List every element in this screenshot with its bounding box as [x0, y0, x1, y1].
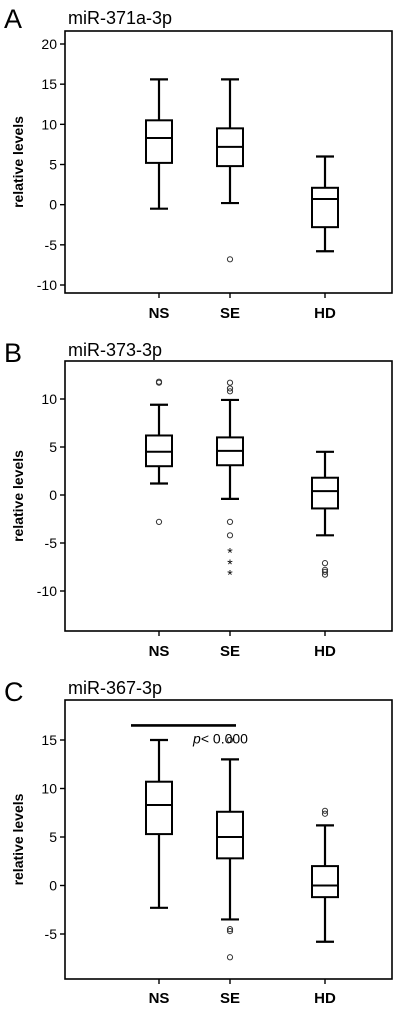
chart-title: miR-367-3p	[68, 678, 162, 698]
outlier-point	[321, 807, 329, 814]
y-tick-label: 5	[49, 157, 57, 173]
outlier-point	[226, 385, 234, 392]
category-label: HD	[314, 990, 336, 1007]
y-tick-label: -5	[45, 237, 58, 253]
y-tick-label: 5	[49, 829, 57, 845]
outlier-point	[226, 379, 234, 386]
y-tick-label: 10	[41, 391, 57, 407]
outlier-point	[321, 560, 329, 567]
panel-letter: A	[4, 4, 22, 34]
y-tick-label: 0	[49, 197, 57, 213]
box-se	[216, 736, 244, 961]
y-tick-label: 0	[49, 878, 57, 894]
extreme-point: *	[227, 556, 233, 572]
p-symbol: p	[192, 730, 201, 746]
y-tick-label: 10	[41, 116, 57, 132]
box-ns	[145, 738, 173, 909]
box-ns	[145, 78, 173, 210]
outlier-point	[226, 388, 234, 395]
box-ns	[145, 378, 173, 525]
outlier-point	[226, 736, 234, 744]
plot-frame	[64, 30, 393, 294]
outlier-point	[321, 810, 329, 817]
category-label: NS	[149, 305, 170, 322]
category-label: SE	[220, 990, 240, 1007]
y-tick-label: 20	[41, 36, 57, 52]
outlier-point	[155, 378, 163, 385]
outlier-point	[321, 568, 329, 575]
y-tick-label: -10	[37, 583, 57, 599]
category-label: HD	[314, 305, 336, 322]
y-tick-label: -5	[45, 926, 58, 942]
box-hd	[311, 155, 339, 253]
y-tick-label: 0	[49, 487, 57, 503]
category-label: SE	[220, 643, 240, 660]
category-label: NS	[149, 990, 170, 1007]
outlier-point	[226, 256, 234, 263]
iqr-box	[145, 780, 173, 836]
y-axis-title: relative levels	[10, 793, 26, 885]
iqr-box	[145, 119, 173, 164]
outlier-point	[226, 954, 234, 961]
category-label: HD	[314, 643, 336, 660]
outlier-point	[321, 571, 329, 578]
box-hd	[311, 450, 339, 578]
box-se: ***	[216, 379, 244, 583]
y-axis-title: relative levels	[10, 450, 26, 542]
category-label: NS	[149, 643, 170, 660]
iqr-box	[311, 186, 339, 229]
y-tick-label: 15	[41, 732, 57, 748]
y-tick-label: 10	[41, 781, 57, 797]
significance-label: p< 0.000	[192, 730, 248, 746]
p-value: < 0.000	[201, 730, 248, 746]
outlier-point	[226, 926, 234, 933]
extreme-point: *	[227, 545, 233, 561]
category-label: SE	[220, 305, 240, 322]
outlier-point	[226, 518, 234, 525]
chart-title: miR-371a-3p	[68, 8, 172, 28]
y-axis-title: relative levels	[10, 116, 26, 208]
y-tick-label: 15	[41, 76, 57, 92]
outlier-point	[226, 532, 234, 539]
box-se	[216, 78, 244, 263]
box-hd	[311, 807, 339, 943]
chart-title: miR-373-3p	[68, 340, 162, 360]
extreme-point: *	[227, 567, 233, 583]
outlier-point	[155, 518, 163, 525]
iqr-box	[216, 810, 244, 860]
panel-letter: C	[4, 677, 24, 707]
y-tick-label: -10	[37, 277, 57, 293]
plot-frame	[64, 360, 393, 632]
outlier-point	[226, 927, 234, 935]
iqr-box	[311, 476, 339, 510]
panel-letter: B	[4, 338, 22, 368]
iqr-box	[311, 865, 339, 899]
y-tick-label: -5	[45, 535, 58, 551]
plot-frame	[64, 699, 393, 980]
y-tick-label: 5	[49, 439, 57, 455]
